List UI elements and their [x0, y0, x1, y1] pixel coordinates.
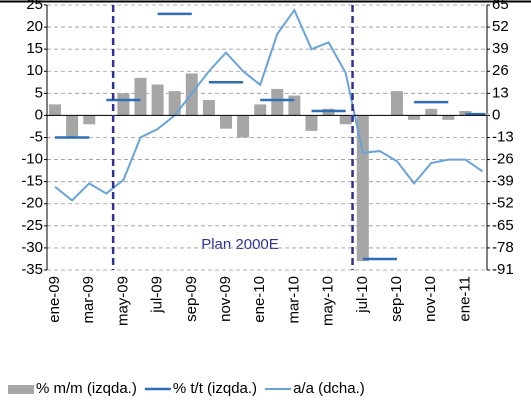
- y-tick-label: -10: [21, 151, 43, 168]
- bar: [442, 115, 455, 120]
- bar: [237, 115, 250, 138]
- bar: [49, 104, 61, 116]
- bar: [151, 84, 164, 116]
- bar: [288, 95, 301, 116]
- y2-tick-label: 52: [492, 18, 509, 35]
- y2-tick-label: -65: [492, 217, 514, 234]
- x-tick-label: may-09: [114, 276, 131, 326]
- x-tick-label: may-10: [320, 276, 337, 326]
- y2-tick-label: -78: [492, 239, 514, 256]
- bar: [220, 115, 232, 129]
- y2-tick-label: 39: [492, 40, 509, 57]
- x-tick-label: sep-09: [183, 276, 200, 322]
- y2-tick-label: -91: [492, 261, 514, 278]
- y-tick-label: -15: [21, 173, 43, 190]
- y-tick-label: -20: [21, 195, 43, 212]
- x-tick-label: nov-09: [217, 276, 234, 322]
- bar: [134, 77, 147, 116]
- x-tick-label: sep-10: [388, 276, 405, 322]
- legend-label: a/a (dcha.): [293, 380, 365, 397]
- x-tick-label: ene-10: [251, 276, 268, 323]
- x-tick-label: ene-09: [46, 276, 63, 323]
- y-tick-label: 0: [35, 106, 43, 123]
- x-tick-label: mar-10: [285, 276, 302, 324]
- bar: [391, 91, 403, 116]
- y2-tick-label: -26: [492, 151, 514, 168]
- bar: [202, 99, 215, 116]
- y-tick-label: 5: [35, 84, 43, 101]
- bar: [271, 88, 284, 116]
- y2-tick-label: 13: [492, 84, 509, 101]
- bar: [83, 115, 96, 125]
- y-tick-label: 15: [26, 40, 43, 57]
- bar: [339, 115, 352, 125]
- y-tick-label: 20: [26, 18, 43, 35]
- y-tick-label: -30: [21, 239, 43, 256]
- legend-swatch: [8, 385, 34, 394]
- legend-label: % t/t (izqda.): [173, 380, 257, 397]
- y2-tick-label: -13: [492, 128, 514, 145]
- y-tick-label: -25: [21, 217, 43, 234]
- line: [54, 8, 484, 202]
- y-tick-label: -5: [30, 128, 43, 145]
- y2-tick-label: 26: [492, 62, 509, 79]
- bar: [254, 104, 267, 116]
- y-tick-label: 25: [26, 0, 43, 13]
- bar: [117, 93, 130, 116]
- bar: [408, 115, 421, 120]
- x-tick-label: nov-10: [422, 276, 439, 322]
- y-tick-label: -35: [21, 261, 43, 278]
- y2-tick-label: -39: [492, 173, 514, 190]
- legend-label: % m/m (izqda.): [36, 380, 137, 397]
- bar: [305, 115, 318, 131]
- x-tick-label: jul-10: [354, 276, 371, 314]
- y2-tick-label: 0: [492, 106, 500, 123]
- x-tick-label: mar-09: [80, 276, 97, 324]
- bar: [168, 91, 181, 116]
- bar: [66, 115, 79, 138]
- x-tick-label: jul-09: [149, 276, 166, 314]
- annotation: Plan 2000E: [201, 236, 279, 253]
- x-tick-label: ene-11: [456, 276, 473, 322]
- y-tick-label: 10: [26, 62, 43, 79]
- y2-tick-label: 65: [492, 0, 509, 13]
- bar: [425, 108, 438, 116]
- y2-tick-label: -52: [492, 195, 514, 212]
